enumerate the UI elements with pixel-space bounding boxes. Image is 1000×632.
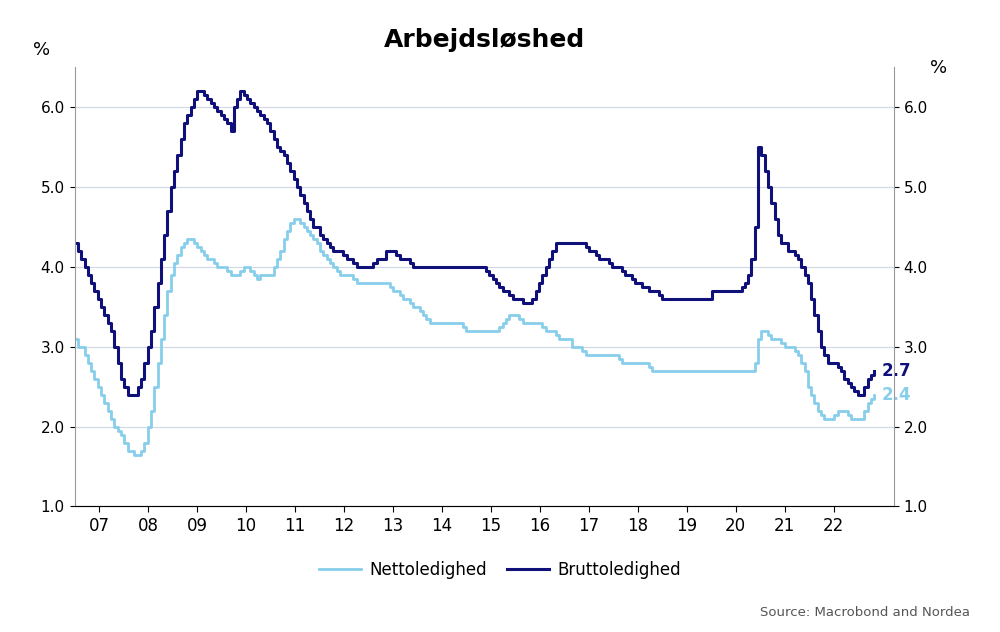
Bruttoledighed [526,295,538,303]
Nettoledighed [95,391,107,399]
Bruttoledighed [361,263,373,270]
Nettoledighed [868,391,880,399]
Nettoledighed [128,451,140,458]
Nettoledighed [69,335,81,343]
Nettoledighed [490,327,502,334]
Text: 2.4: 2.4 [882,386,911,404]
Bruttoledighed [490,279,502,287]
Bruttoledighed [606,263,618,270]
Y-axis label: %: % [33,40,50,59]
Bruttoledighed [868,367,880,375]
Nettoledighed [361,279,373,287]
Nettoledighed [288,216,300,223]
Bruttoledighed [95,303,107,311]
Line: Bruttoledighed: Bruttoledighed [75,92,874,395]
Nettoledighed [606,351,618,358]
Nettoledighed [500,315,512,323]
Y-axis label: %: % [930,59,947,76]
Bruttoledighed [69,240,81,247]
Line: Nettoledighed: Nettoledighed [75,219,874,454]
Text: 2.7: 2.7 [882,362,911,380]
Bruttoledighed [122,391,134,399]
Bruttoledighed [191,88,203,95]
Text: Source: Macrobond and Nordea: Source: Macrobond and Nordea [760,606,970,619]
Bruttoledighed [500,287,512,295]
Legend: Nettoledighed, Bruttoledighed: Nettoledighed, Bruttoledighed [313,554,687,586]
Nettoledighed [526,319,538,327]
Title: Arbejdsløshed: Arbejdsløshed [384,28,585,52]
